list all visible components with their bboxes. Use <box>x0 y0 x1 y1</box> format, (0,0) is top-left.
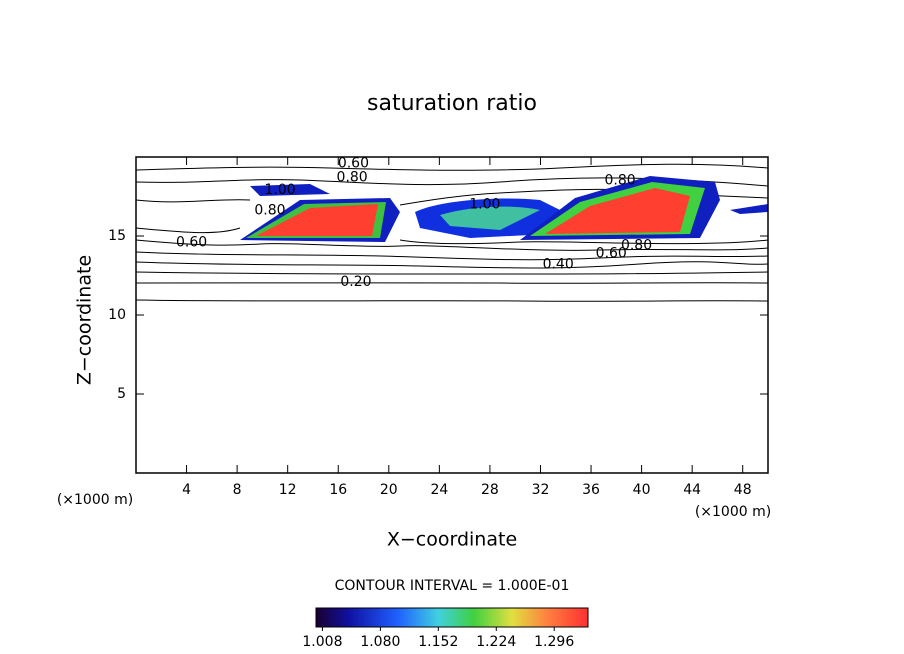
contour-line <box>135 261 769 269</box>
chart-title: saturation ratio <box>367 91 537 116</box>
colorbar-tick-label: 1.152 <box>418 634 458 650</box>
x-tick-label: 36 <box>582 482 600 498</box>
contour-line <box>135 251 769 261</box>
x-tick-label: 12 <box>279 482 297 498</box>
contour-label: 0.60 <box>176 234 207 250</box>
contour-label: 0.80 <box>621 237 652 253</box>
contour-label: 0.80 <box>605 173 636 189</box>
cloud-core <box>545 188 690 234</box>
contour-line <box>135 271 769 275</box>
contour-label: 0.20 <box>340 274 371 290</box>
contour-line <box>135 227 769 245</box>
contour-line <box>135 299 769 302</box>
contour-label: 0.40 <box>543 256 574 272</box>
contour-label: 1.00 <box>265 182 296 198</box>
contour-line <box>135 163 769 171</box>
x-tick-label: 20 <box>380 482 398 498</box>
contour-interval: CONTOUR INTERVAL = 1.000E-01 <box>335 578 570 594</box>
contour-label: 1.00 <box>469 196 500 212</box>
x-tick-label: 16 <box>329 482 347 498</box>
x-tick-label: 40 <box>633 482 651 498</box>
x-tick-label: 24 <box>430 482 448 498</box>
x-tick-label: 8 <box>233 482 242 498</box>
contour-line <box>135 177 769 187</box>
cloud-edge <box>250 184 330 196</box>
x-unit: (×1000 m) <box>695 504 771 520</box>
contour-label: 0.80 <box>337 170 368 186</box>
contour-line <box>135 282 769 284</box>
contour-label: 0.60 <box>338 155 369 171</box>
cloud-core <box>440 206 540 230</box>
cloud-edge <box>730 204 768 214</box>
field <box>135 163 769 302</box>
y-tick-label: 10 <box>108 307 126 323</box>
colorbar-tick-label: 1.008 <box>302 634 342 650</box>
x-tick-label: 4 <box>182 482 191 498</box>
y-tick-label: 15 <box>108 228 126 244</box>
y-axis-label: Z−coordinate <box>74 255 96 385</box>
x-axis-label: X−coordinate <box>387 529 517 551</box>
contour-line <box>135 239 769 251</box>
y-tick-label: 5 <box>117 386 126 402</box>
colorbar <box>315 607 589 628</box>
contour-label: 0.80 <box>254 203 285 219</box>
x-tick-label: 32 <box>532 482 550 498</box>
colorbar-tick-label: 1.224 <box>476 634 516 650</box>
x-tick-label: 48 <box>734 482 752 498</box>
colorbar-tick-label: 1.080 <box>360 634 400 650</box>
colorbar-tick-label: 1.296 <box>534 634 574 650</box>
y-unit: (×1000 m) <box>57 492 133 508</box>
contour-label: 0.60 <box>596 245 627 261</box>
cloud-core <box>256 204 378 236</box>
x-tick-label: 28 <box>481 482 499 498</box>
x-tick-label: 44 <box>683 482 701 498</box>
